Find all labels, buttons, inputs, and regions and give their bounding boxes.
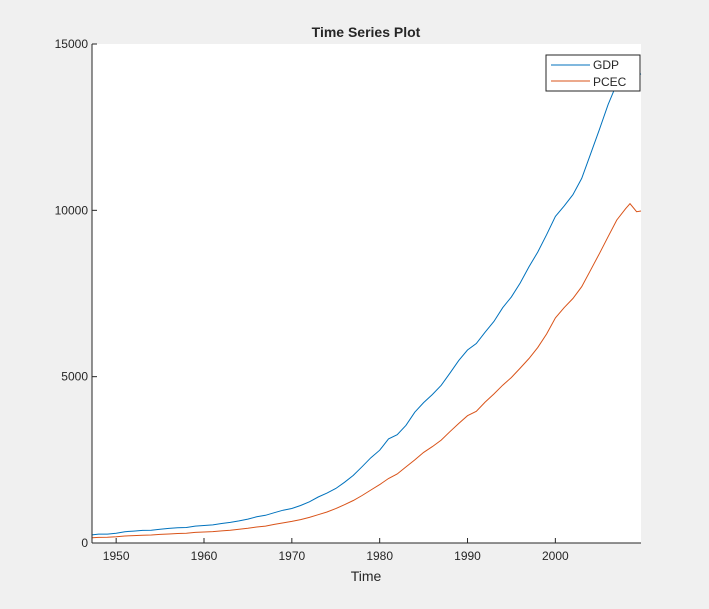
- x-axis-label: Time: [351, 568, 382, 584]
- y-tick-label: 0: [81, 536, 88, 550]
- legend-label-pcec: PCEC: [593, 75, 627, 89]
- x-tick-label: 1970: [278, 549, 305, 563]
- plot-area: [92, 44, 641, 543]
- x-tick-label: 1950: [103, 549, 130, 563]
- y-tick-label: 10000: [55, 203, 89, 217]
- chart-title: Time Series Plot: [312, 24, 421, 40]
- series-line-pcec: [91, 202, 642, 539]
- y-tick-label: 5000: [61, 370, 88, 384]
- legend-box: [545, 54, 641, 92]
- x-tick-label: 1980: [366, 549, 393, 563]
- legend-label-gdp: GDP: [593, 58, 619, 72]
- x-tick-label: 1990: [454, 549, 481, 563]
- x-tick-label: 1960: [191, 549, 218, 563]
- y-tick-label: 15000: [55, 37, 89, 51]
- x-tick-label: 2000: [542, 549, 569, 563]
- series-line-gdp: [91, 62, 642, 536]
- legend[interactable]: GDP PCEC: [545, 54, 641, 92]
